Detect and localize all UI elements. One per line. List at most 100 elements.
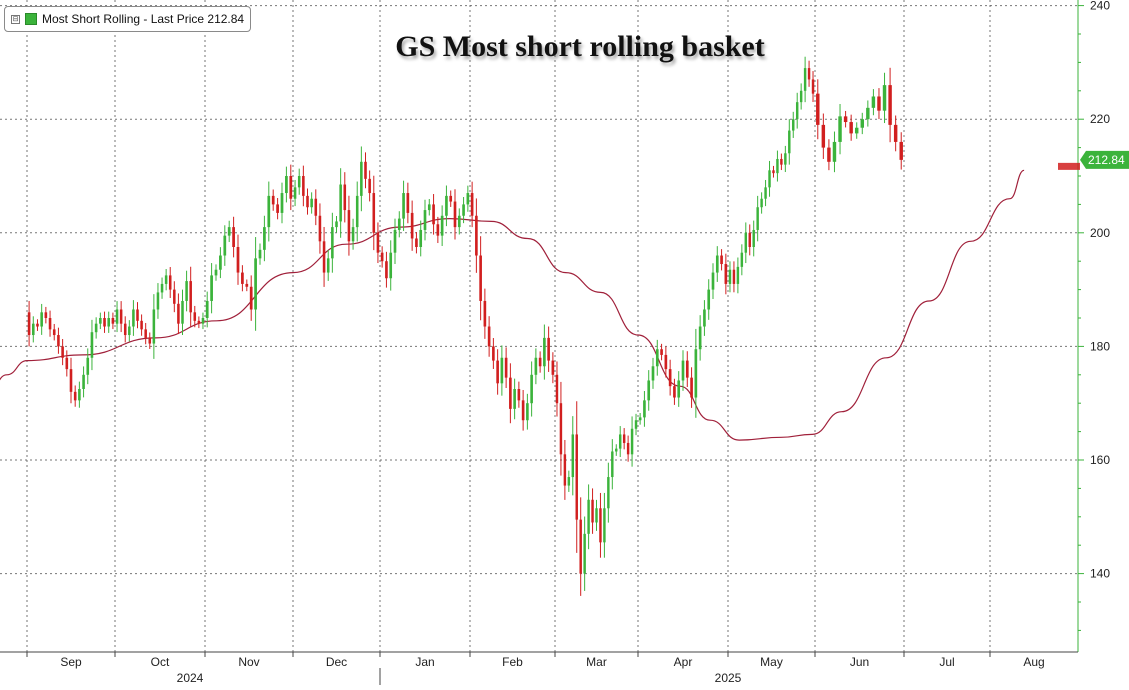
candle-up bbox=[99, 318, 102, 324]
candle-down bbox=[453, 201, 457, 228]
moving-average-path bbox=[0, 169, 1025, 441]
candle-down bbox=[827, 147, 831, 162]
candle-down bbox=[888, 85, 892, 125]
candle-up bbox=[647, 380, 651, 401]
candle-up bbox=[326, 258, 330, 273]
candle-up bbox=[115, 309, 119, 324]
candle-up bbox=[214, 269, 218, 276]
candle-down bbox=[271, 195, 275, 205]
candle-down bbox=[318, 215, 322, 242]
chart-title: GS Most short rolling basket bbox=[395, 30, 765, 63]
candle-down bbox=[193, 312, 197, 321]
candle-down bbox=[302, 176, 305, 196]
candle-down bbox=[111, 318, 115, 324]
x-tick-label: Nov bbox=[238, 655, 259, 669]
y-tick-label: 200 bbox=[1090, 226, 1110, 240]
x-tick-label: Apr bbox=[674, 655, 693, 669]
candle-up bbox=[82, 374, 85, 389]
candle-down bbox=[893, 124, 898, 142]
candle-down bbox=[432, 204, 435, 225]
candle-up bbox=[107, 318, 111, 327]
candle-down bbox=[559, 403, 563, 455]
candle-up bbox=[500, 357, 504, 384]
year-label: 2025 bbox=[715, 671, 742, 685]
legend[interactable]: ⊟ Most Short Rolling - Last Price 212.84 bbox=[4, 6, 252, 32]
candle-down bbox=[780, 158, 783, 165]
candle-down bbox=[877, 96, 881, 111]
candle-down bbox=[119, 309, 123, 324]
candle-down bbox=[551, 360, 555, 375]
candle-down bbox=[732, 269, 736, 284]
candle-up bbox=[694, 349, 698, 398]
candle-up bbox=[854, 127, 859, 134]
candle-down bbox=[245, 283, 249, 287]
candle-down bbox=[241, 272, 244, 284]
candle-up bbox=[297, 176, 301, 188]
candle-up bbox=[768, 170, 771, 188]
candle-down bbox=[415, 238, 418, 247]
candle-up bbox=[132, 309, 135, 327]
candle-down bbox=[821, 124, 826, 148]
candle-up bbox=[587, 499, 590, 534]
candle-up bbox=[698, 326, 702, 350]
candle-up bbox=[764, 187, 767, 199]
candle-down bbox=[811, 79, 815, 94]
candle-up bbox=[607, 477, 610, 509]
candle-up bbox=[866, 107, 870, 120]
candle-down bbox=[168, 275, 172, 290]
candle-up bbox=[567, 477, 571, 486]
candle-up bbox=[94, 323, 98, 333]
x-tick-label: May bbox=[760, 655, 783, 669]
candle-up bbox=[423, 210, 427, 230]
candle-up bbox=[254, 258, 257, 310]
candle-up bbox=[760, 198, 763, 208]
candle-up bbox=[219, 255, 222, 270]
candle-up bbox=[736, 266, 740, 284]
candle-down bbox=[136, 309, 139, 321]
candle-down bbox=[487, 326, 491, 347]
candle-down bbox=[660, 349, 663, 355]
candle-up bbox=[788, 130, 791, 154]
candle-up bbox=[838, 116, 842, 142]
candle-up bbox=[164, 275, 168, 284]
candle-down bbox=[36, 323, 39, 327]
candle-down bbox=[816, 93, 820, 125]
candle-up bbox=[351, 227, 355, 242]
candle-up bbox=[799, 90, 803, 103]
y-tick-label: 220 bbox=[1090, 112, 1110, 126]
candle-up bbox=[31, 323, 35, 336]
candle-down bbox=[61, 346, 64, 358]
candle-up bbox=[419, 229, 423, 247]
candle-up bbox=[156, 292, 160, 310]
x-tick-label: Jul bbox=[939, 655, 954, 669]
candle-down bbox=[48, 318, 52, 330]
candle-down bbox=[364, 161, 367, 179]
candle-up bbox=[583, 533, 586, 574]
candle-up bbox=[462, 204, 465, 216]
candle-up bbox=[210, 275, 213, 301]
candle-down bbox=[496, 360, 499, 384]
candle-down bbox=[372, 193, 376, 233]
candle-down bbox=[65, 357, 69, 370]
candle-up bbox=[466, 193, 470, 205]
candle-down bbox=[547, 337, 550, 361]
candle-up bbox=[651, 366, 655, 381]
candle-up bbox=[160, 283, 164, 293]
candle-down bbox=[509, 377, 512, 409]
candle-up bbox=[258, 249, 262, 259]
candle-down bbox=[140, 320, 143, 330]
candle-down bbox=[673, 386, 676, 398]
candle-down bbox=[599, 508, 602, 543]
candle-up bbox=[152, 309, 156, 344]
candle-down bbox=[475, 215, 478, 256]
candle-up bbox=[655, 349, 659, 367]
candle-down bbox=[492, 346, 495, 361]
candle-down bbox=[483, 300, 487, 327]
candle-down bbox=[449, 195, 453, 202]
candle-up bbox=[630, 428, 634, 455]
ma-last-marker bbox=[1058, 162, 1080, 170]
candle-down bbox=[44, 312, 48, 318]
legend-toggle-icon[interactable]: ⊟ bbox=[11, 14, 20, 24]
